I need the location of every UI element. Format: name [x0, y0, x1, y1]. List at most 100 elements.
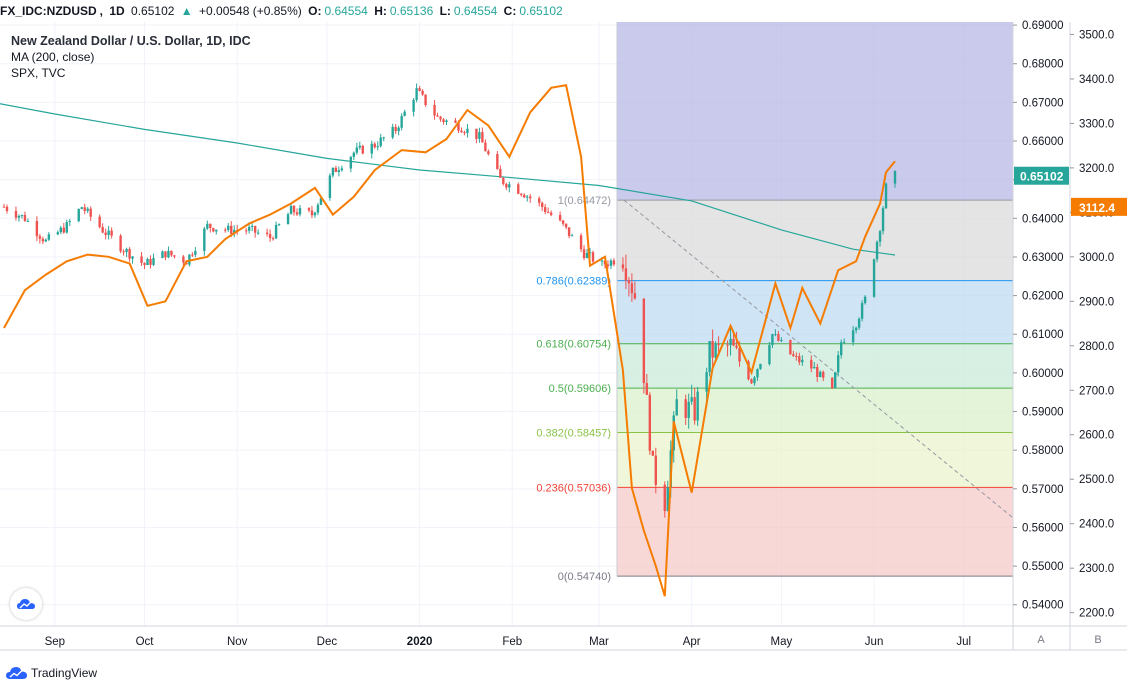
candle-body	[777, 334, 780, 341]
candle-body	[44, 239, 48, 242]
symbol-header: FX_IDC:NZDUSD, 1D 0.65102 ▲ +0.00548 (+0…	[0, 4, 563, 18]
candle-body	[893, 170, 897, 184]
y2-tick-label: 2500.0	[1079, 474, 1114, 486]
candle-body	[549, 212, 553, 216]
candle-body	[466, 128, 469, 134]
symbol-name[interactable]: FX_IDC:NZDUSD	[0, 4, 97, 18]
right-scale-button[interactable]: B	[1094, 634, 1102, 646]
y2-tick-label: 2600.0	[1079, 430, 1114, 442]
candle-body	[247, 226, 251, 231]
candle-body	[567, 227, 571, 236]
candle-body	[729, 338, 732, 346]
candle-body	[298, 208, 302, 215]
candle-body	[642, 298, 646, 384]
candle-body	[666, 487, 669, 512]
candle-body	[747, 361, 750, 380]
candle-body	[822, 371, 825, 378]
fib-zone	[617, 200, 1013, 281]
interval[interactable]: 1D	[109, 4, 125, 18]
candle-body	[286, 214, 290, 225]
candle-body	[487, 151, 490, 155]
candle-body	[502, 177, 505, 184]
candle-body	[215, 229, 218, 232]
auto-scale-button[interactable]: A	[1037, 634, 1045, 646]
candle-body	[14, 210, 18, 218]
candle-body	[654, 455, 658, 485]
up-arrow-icon: ▲	[180, 4, 193, 18]
candle-body	[125, 249, 128, 253]
close-value: 0.65102	[519, 4, 563, 18]
candle-body	[20, 215, 24, 217]
candle-body	[816, 366, 819, 378]
candle-body	[732, 338, 735, 346]
candle-body	[131, 256, 134, 259]
y2-tick-label: 2800.0	[1079, 341, 1114, 353]
y-tick-label: 0.56000	[1022, 522, 1064, 534]
close-label: C:	[503, 4, 517, 18]
candle-body	[361, 145, 364, 154]
candle-body	[188, 254, 191, 265]
candle-body	[170, 250, 173, 256]
legend-overlay[interactable]: SPX, TVC	[11, 66, 66, 80]
candle-body	[651, 450, 655, 456]
candle-body	[122, 251, 125, 253]
candle-body	[564, 223, 568, 228]
candle-body	[403, 111, 406, 116]
x-tick-label: Nov	[227, 636, 248, 648]
x-tick-label: Jul	[956, 636, 971, 648]
y-tick-label: 0.66000	[1022, 136, 1064, 148]
ma-200-polyline	[0, 103, 896, 256]
x-tick-label: 2020	[407, 636, 433, 648]
last-price: 0.65102	[131, 4, 175, 18]
candle-body	[167, 250, 170, 258]
candle-body	[579, 235, 583, 250]
candle-body	[373, 143, 376, 148]
candle-body	[38, 236, 42, 239]
fib-retracement[interactable]: 1(0.64472)0.786(0.62389)0.618(0.60754)0.…	[536, 22, 1014, 583]
candle-body	[412, 99, 415, 112]
candle-body	[454, 120, 457, 123]
high-label: H:	[374, 4, 387, 18]
price-change: +0.00548 (+0.85%)	[199, 4, 302, 18]
candle-body	[684, 399, 687, 418]
fib-level-label: 0.618(0.60754)	[536, 339, 611, 351]
candle-body	[182, 256, 185, 263]
candle-body	[708, 341, 711, 373]
candle-body	[152, 258, 155, 265]
tradingview-logo-button[interactable]	[10, 588, 42, 620]
candle-body	[612, 260, 616, 265]
footer-brand[interactable]: TradingView	[31, 666, 98, 680]
y-tick-label: 0.54000	[1022, 600, 1064, 612]
candle-body	[819, 371, 822, 378]
candle-body	[379, 137, 382, 147]
ma-200-line	[0, 103, 896, 256]
candle-body	[561, 220, 565, 224]
candle-body	[851, 330, 855, 343]
candle-body	[759, 364, 762, 369]
candle-body	[696, 391, 699, 421]
candle-body	[526, 196, 529, 198]
candle-body	[358, 145, 362, 148]
legend-ma[interactable]: MA (200, close)	[11, 50, 95, 64]
fib-level-label: 0.236(0.57036)	[536, 482, 611, 494]
candle-body	[271, 238, 275, 240]
candle-body	[244, 230, 248, 232]
candle-body	[836, 355, 840, 373]
open-value: 0.64554	[324, 4, 368, 18]
candle-body	[714, 344, 717, 358]
candle-body	[543, 207, 547, 212]
fib-zone	[617, 343, 1013, 389]
legend-title[interactable]: New Zealand Dollar / U.S. Dollar, 1D, ID…	[11, 34, 251, 48]
candle-body	[128, 249, 131, 259]
spx-line	[3, 84, 896, 597]
candle-body	[337, 170, 341, 173]
candle-body	[546, 211, 550, 213]
candle-body	[854, 327, 858, 331]
candle-body	[433, 104, 436, 116]
fib-zone	[617, 432, 1013, 488]
chart-legend: New Zealand Dollar / U.S. Dollar, 1D, ID…	[11, 33, 251, 81]
candle-body	[26, 221, 30, 223]
candle-body	[194, 250, 197, 255]
y-tick-label: 0.55000	[1022, 561, 1064, 573]
